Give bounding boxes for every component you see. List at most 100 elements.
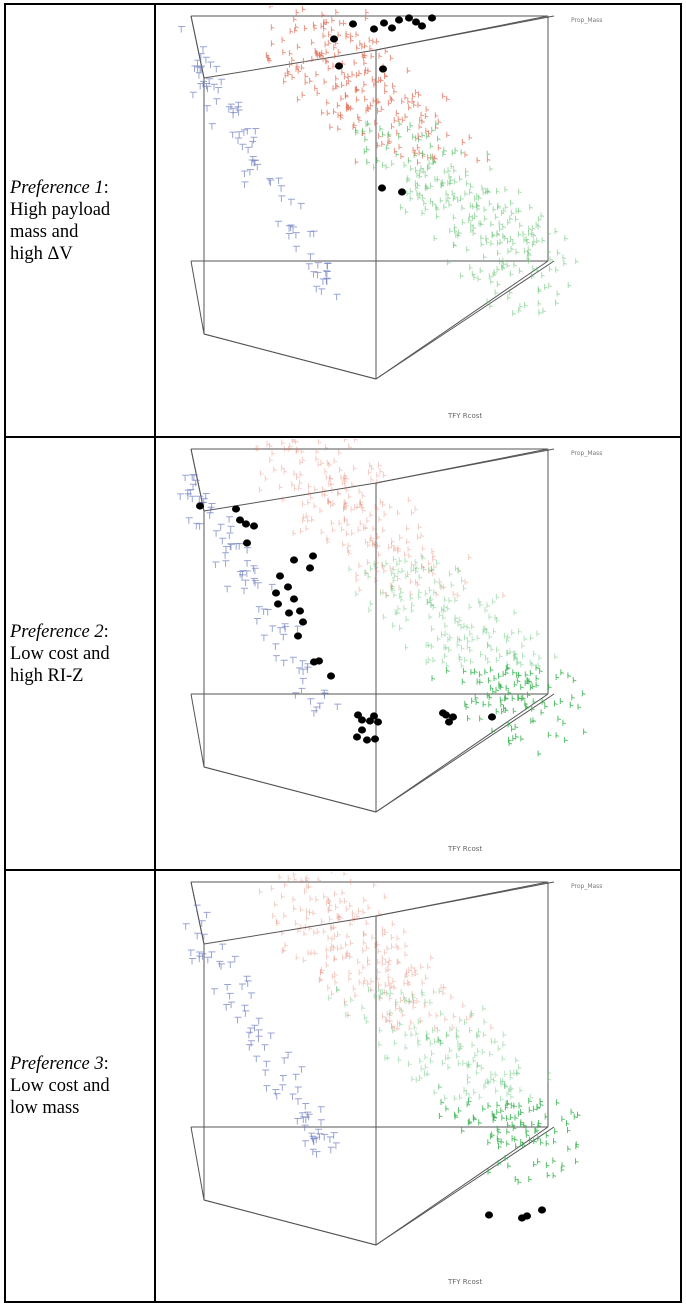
scatter-mark bbox=[440, 1010, 444, 1017]
scatter-mark bbox=[390, 983, 395, 989]
scatter-mark bbox=[503, 705, 507, 711]
scatter-mark bbox=[305, 525, 310, 532]
scatter-mark bbox=[358, 562, 363, 569]
scatter-mark bbox=[412, 999, 417, 1006]
scatter-mark bbox=[307, 517, 311, 524]
scatter-mark bbox=[337, 489, 341, 496]
scatter-mark bbox=[245, 1031, 253, 1039]
scatter-mark bbox=[310, 494, 314, 501]
scatter-mark bbox=[462, 584, 467, 591]
scatter-mark bbox=[294, 920, 299, 927]
scatter-mark bbox=[386, 945, 391, 951]
scatter-mark bbox=[575, 1158, 579, 1165]
scatter-mark bbox=[421, 209, 426, 216]
scatter-mark bbox=[182, 474, 190, 482]
scatter-mark bbox=[450, 993, 454, 1000]
scatter-mark bbox=[310, 1138, 318, 1145]
scatter-mark bbox=[302, 956, 307, 963]
scatter-mark bbox=[378, 910, 382, 917]
scatter-mark bbox=[420, 111, 425, 118]
scatter-mark bbox=[313, 285, 321, 293]
scatter-mark bbox=[429, 1057, 434, 1064]
scatter-mark bbox=[255, 1017, 263, 1025]
scatter-mark bbox=[436, 1036, 441, 1043]
scatter-mark bbox=[289, 28, 294, 35]
scatter-mark bbox=[355, 590, 359, 597]
scatter-mark bbox=[545, 1162, 550, 1169]
scatter-mark bbox=[344, 439, 348, 442]
scatter-mark bbox=[539, 667, 543, 674]
scatter-mark bbox=[367, 120, 371, 127]
scatter-mark bbox=[370, 534, 375, 541]
scatter-mark bbox=[447, 636, 451, 643]
scatter-mark bbox=[309, 909, 313, 916]
scatter-mark bbox=[244, 980, 252, 987]
scatter-mark bbox=[508, 736, 512, 743]
scatter-mark bbox=[446, 95, 450, 102]
scatter-mark bbox=[342, 20, 347, 26]
scatter-mark bbox=[449, 634, 453, 641]
scatter-mark bbox=[195, 72, 203, 79]
scatter-mark bbox=[448, 1047, 453, 1054]
scatter-mark bbox=[557, 715, 562, 722]
scatter-mark bbox=[377, 542, 381, 549]
scatter-mark bbox=[337, 931, 341, 938]
scatter-mark bbox=[475, 1069, 480, 1076]
scatter-mark bbox=[319, 507, 324, 514]
scatter-mark bbox=[365, 919, 370, 926]
scatter-mark bbox=[499, 696, 504, 703]
scatter-mark bbox=[430, 566, 435, 573]
scatter-mark bbox=[488, 677, 492, 684]
scatter-mark bbox=[257, 445, 261, 452]
scatter-mark bbox=[534, 1128, 539, 1134]
scatter-mark bbox=[494, 289, 499, 296]
scatter-mark bbox=[437, 144, 442, 151]
scatter-mark bbox=[490, 645, 495, 652]
scatter-mark bbox=[378, 993, 383, 1000]
scatter-mark bbox=[487, 1139, 491, 1146]
scatter-mark bbox=[428, 160, 433, 167]
scatter-mark bbox=[296, 43, 301, 50]
scatter-mark bbox=[514, 1176, 519, 1182]
scatter-mark bbox=[439, 582, 444, 589]
scatter-mark bbox=[346, 530, 350, 537]
scatter-mark bbox=[302, 1140, 310, 1147]
scatter-mark bbox=[497, 249, 501, 256]
scatter-mark bbox=[178, 26, 186, 33]
scatter-mark bbox=[483, 253, 487, 260]
scatter-mark bbox=[282, 49, 286, 56]
scatter-mark bbox=[189, 958, 196, 965]
scatter-mark bbox=[443, 652, 448, 659]
highlight-point bbox=[371, 735, 379, 743]
scatter-mark bbox=[358, 586, 363, 593]
scatter-mark bbox=[400, 153, 405, 160]
scatter-mark bbox=[547, 1069, 552, 1076]
highlight-point bbox=[232, 505, 240, 513]
scatter-mark bbox=[509, 1074, 514, 1081]
scatter-mark bbox=[437, 635, 441, 642]
scatter-mark bbox=[354, 915, 358, 922]
scatter-mark bbox=[346, 932, 351, 939]
scatter-mark bbox=[521, 652, 526, 659]
scatter-mark bbox=[251, 1024, 259, 1032]
scatter-mark bbox=[407, 496, 412, 503]
highlight-point bbox=[378, 184, 386, 192]
scatter-mark bbox=[443, 644, 448, 651]
scatter-mark bbox=[583, 728, 587, 735]
scatter-mark bbox=[239, 570, 247, 577]
scatter-mark bbox=[291, 439, 296, 443]
scatter-mark bbox=[502, 232, 506, 239]
scatter-mark bbox=[306, 914, 310, 921]
scatter-mark bbox=[273, 1093, 281, 1100]
scatter-mark bbox=[466, 643, 471, 650]
scatter-mark bbox=[487, 658, 491, 665]
scatter-mark bbox=[356, 44, 360, 51]
scatter-mark bbox=[451, 149, 456, 156]
scatter-mark bbox=[489, 1050, 493, 1057]
scatter-mark bbox=[242, 579, 250, 587]
scatter-mark bbox=[400, 1007, 405, 1014]
scatter-mark bbox=[516, 671, 520, 678]
scatter-mark bbox=[527, 691, 531, 698]
plot-box bbox=[190, 881, 555, 1246]
scatter-mark bbox=[531, 273, 535, 280]
